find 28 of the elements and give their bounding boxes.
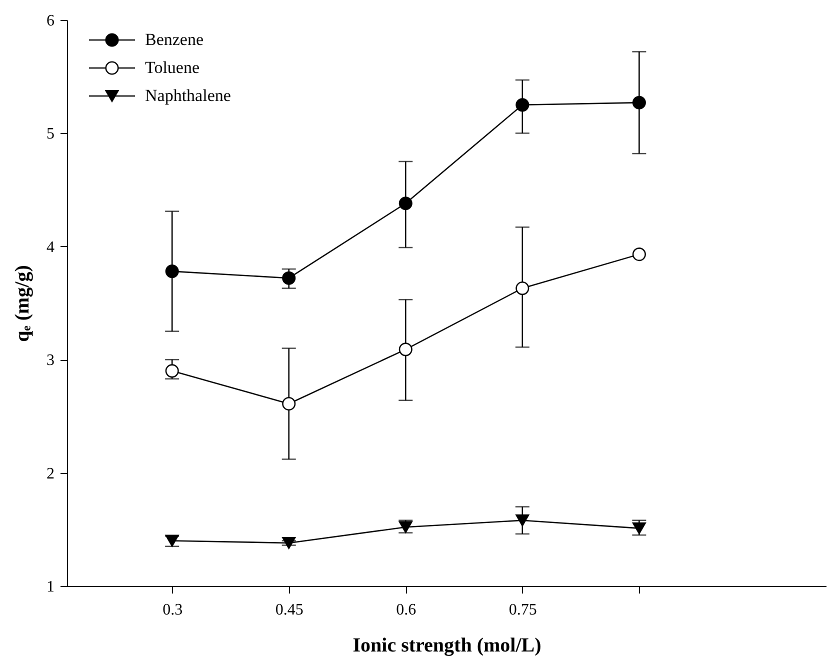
point: [398, 196, 412, 210]
point: [282, 396, 296, 411]
x-tick-label: 0.75: [508, 602, 537, 618]
y-tick-label: 5: [46, 126, 54, 143]
point: [165, 264, 179, 278]
legend-label: Benzene: [145, 30, 204, 49]
point: [632, 96, 646, 110]
y-tick-label: 4: [46, 238, 54, 256]
point: [632, 522, 646, 534]
point: [282, 537, 296, 549]
x-axis-title: Ionic strength (mol/L): [352, 634, 542, 656]
point: [282, 271, 296, 285]
y-tick-label: 2: [46, 465, 54, 482]
point: [516, 282, 530, 296]
point: [165, 364, 179, 378]
point: [632, 248, 646, 262]
legend-label: Toluene: [145, 58, 200, 77]
y-axis-title: qₑ (mg/g): [12, 265, 34, 342]
y-tick-label: 1: [46, 578, 54, 596]
x-tick-label: 0.45: [275, 602, 304, 618]
point: [398, 342, 412, 356]
y-tick-label: 3: [46, 352, 54, 370]
x-tick-label: 0.6: [396, 602, 416, 618]
legend-label: Naphthalene: [145, 86, 231, 105]
point: [516, 98, 530, 112]
x-tick-label: 0.3: [162, 602, 183, 618]
y-tick-label: 6: [46, 12, 54, 30]
point: [516, 514, 530, 526]
